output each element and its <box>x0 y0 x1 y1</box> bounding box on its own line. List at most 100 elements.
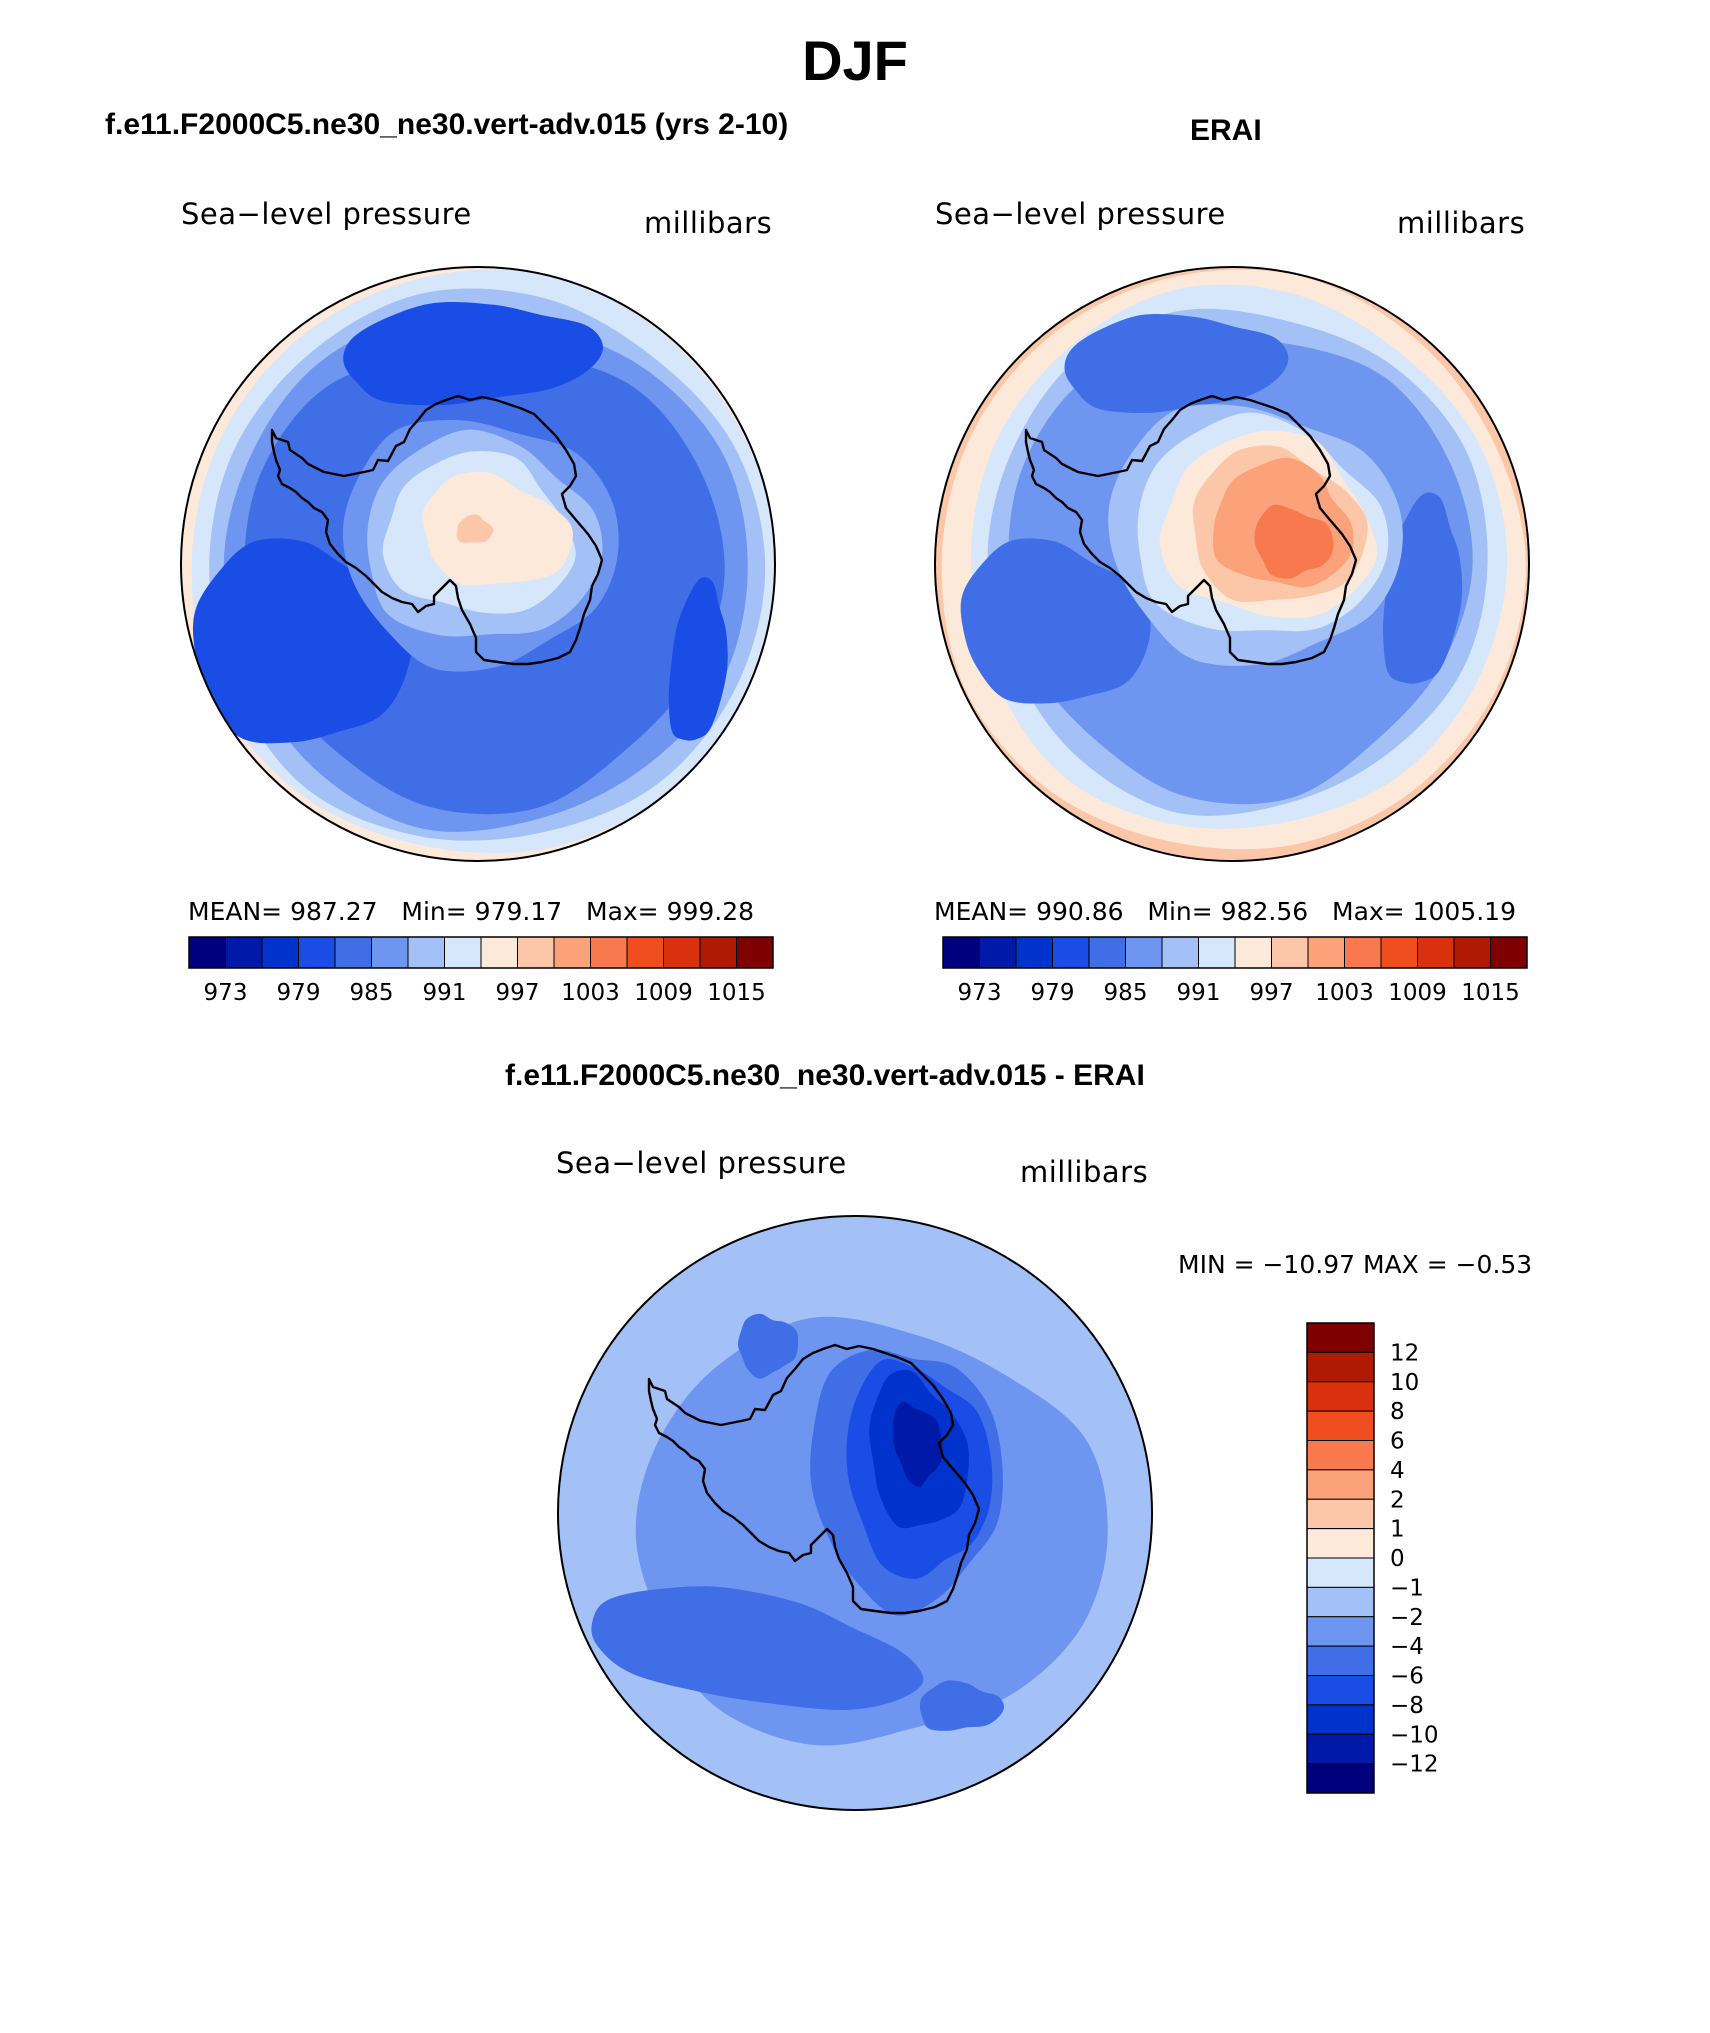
colorbar-box <box>188 936 226 969</box>
colorbar-box <box>590 936 628 969</box>
colorbar-tick-label: −10 <box>1390 1722 1439 1748</box>
colorbar-box <box>1271 936 1309 969</box>
model-colorbar: 973 979 985 991 997 1003 1009 1015 <box>188 936 774 1006</box>
obs-colorbar: 973 979 985 991 997 1003 1009 1015 <box>942 936 1528 1006</box>
model-min-label: Min= <box>401 897 467 926</box>
contour-region <box>893 1401 943 1487</box>
colorbar-box <box>517 936 555 969</box>
model-max-label: Max= <box>586 897 659 926</box>
colorbar-box <box>553 936 591 969</box>
colorbar-tick-label: 8 <box>1390 1399 1405 1425</box>
colorbar-box <box>371 936 409 969</box>
colorbar-box <box>1198 936 1236 969</box>
colorbar-tick-label: 0 <box>1390 1546 1405 1572</box>
colorbar-box <box>1344 936 1382 969</box>
colorbar-box <box>1306 1322 1375 1353</box>
colorbar-box <box>699 936 737 969</box>
model-stats: MEAN= 987.27 Min= 979.17 Max= 999.28 <box>188 897 754 926</box>
colorbar-tick-label: 973 <box>204 980 248 1006</box>
colorbar-tick-label: 1 <box>1390 1517 1405 1543</box>
colorbar-frame <box>1306 1322 1375 1794</box>
colorbar-box <box>1306 1528 1375 1559</box>
obs-mean-value: 990.86 <box>1036 897 1124 926</box>
colorbar-tick-label: −2 <box>1390 1605 1424 1631</box>
colorbar-tick-label: 991 <box>423 980 467 1006</box>
colorbar-box <box>1306 1381 1375 1412</box>
model-polar-map <box>180 266 776 862</box>
colorbar-tick-label: 991 <box>1177 980 1221 1006</box>
colorbar-tick-label: 1003 <box>1315 980 1374 1006</box>
colorbar-tick-label: 2 <box>1390 1487 1405 1513</box>
contour-region <box>668 577 728 741</box>
colorbar-box <box>1306 1498 1375 1530</box>
colorbar-box <box>407 936 445 969</box>
colorbar-tick-label: 973 <box>958 980 1002 1006</box>
colorbar-tick-label: 997 <box>1250 980 1294 1006</box>
colorbar-box <box>1307 936 1345 969</box>
obs-min-value: 982.56 <box>1220 897 1309 926</box>
colorbar-tick-label: −12 <box>1390 1752 1439 1778</box>
contour-fill <box>181 267 775 861</box>
colorbar-box <box>979 936 1017 969</box>
contour-region <box>737 1313 799 1379</box>
map-boundary <box>180 266 776 862</box>
colorbar-box <box>1490 936 1528 969</box>
colorbar-box <box>1306 1469 1375 1500</box>
model-min-value: 979.17 <box>474 897 563 926</box>
colorbar-tick-label: −8 <box>1390 1693 1424 1719</box>
colorbar-box <box>942 936 980 969</box>
colorbar-tick-label: 997 <box>496 980 540 1006</box>
contour-region <box>343 301 604 406</box>
colorbar-box <box>480 936 518 969</box>
colorbar-tick-label: −6 <box>1390 1664 1424 1690</box>
model-panel-title: f.e11.F2000C5.ne30_ne30.vert-adv.015 (yr… <box>105 108 789 141</box>
contour-region <box>456 514 494 543</box>
colorbar-box <box>1088 936 1126 969</box>
colorbar-box <box>1417 936 1455 969</box>
colorbar-tick-label: 10 <box>1390 1370 1419 1396</box>
colorbar-box <box>1306 1557 1375 1588</box>
colorbar-box <box>1234 936 1272 969</box>
colorbar-box <box>225 936 263 969</box>
colorbar-box <box>1125 936 1163 969</box>
colorbar-box <box>626 936 664 969</box>
colorbar-box <box>736 936 774 969</box>
colorbar-tick-label: −4 <box>1390 1634 1424 1660</box>
colorbar-box <box>1306 1733 1375 1765</box>
antarctica-coastline <box>647 1343 981 1615</box>
colorbar-tick-label: 1009 <box>1388 980 1447 1006</box>
model-mean-value: 987.27 <box>290 897 378 926</box>
colorbar-box <box>1306 1763 1375 1794</box>
colorbar-box <box>1015 936 1053 969</box>
antarctica-coastline <box>270 394 604 666</box>
colorbar-tick-label: 1003 <box>561 980 620 1006</box>
colorbar-box <box>1306 1351 1375 1383</box>
colorbar-tick-label: 979 <box>277 980 321 1006</box>
colorbar-box <box>1306 1645 1375 1676</box>
obs-polar-map <box>934 266 1530 862</box>
colorbar-box <box>1306 1675 1375 1706</box>
diff-panel-title: f.e11.F2000C5.ne30_ne30.vert-adv.015 - E… <box>505 1059 1145 1092</box>
colorbar-box <box>261 936 299 969</box>
colorbar-box <box>1306 1440 1375 1471</box>
contour-fill <box>558 1216 1152 1810</box>
model-mean-label: MEAN= <box>188 897 283 926</box>
colorbar-tick-label: 12 <box>1390 1340 1419 1366</box>
contour-region <box>920 1680 1004 1731</box>
contour-region <box>1254 504 1334 579</box>
colorbar-tick-label: 1015 <box>707 980 766 1006</box>
colorbar-frame <box>942 936 1528 969</box>
obs-max-value: 1005.19 <box>1412 897 1516 926</box>
obs-variable-label: Sea−level pressure <box>935 197 1226 231</box>
colorbar-tick-label: −1 <box>1390 1575 1424 1601</box>
colorbar-box <box>1306 1616 1375 1647</box>
colorbar-tick-label: 1015 <box>1461 980 1520 1006</box>
figure-title: DJF <box>802 29 908 92</box>
model-max-value: 999.28 <box>666 897 755 926</box>
diff-polar-map <box>557 1215 1153 1811</box>
antarctica-coastline <box>1024 394 1358 666</box>
contour-region <box>422 471 573 586</box>
obs-max-label: Max= <box>1332 897 1405 926</box>
colorbar-box <box>1052 936 1090 969</box>
diff-minmax: MIN = −10.97 MAX = −0.53 <box>1178 1250 1533 1279</box>
